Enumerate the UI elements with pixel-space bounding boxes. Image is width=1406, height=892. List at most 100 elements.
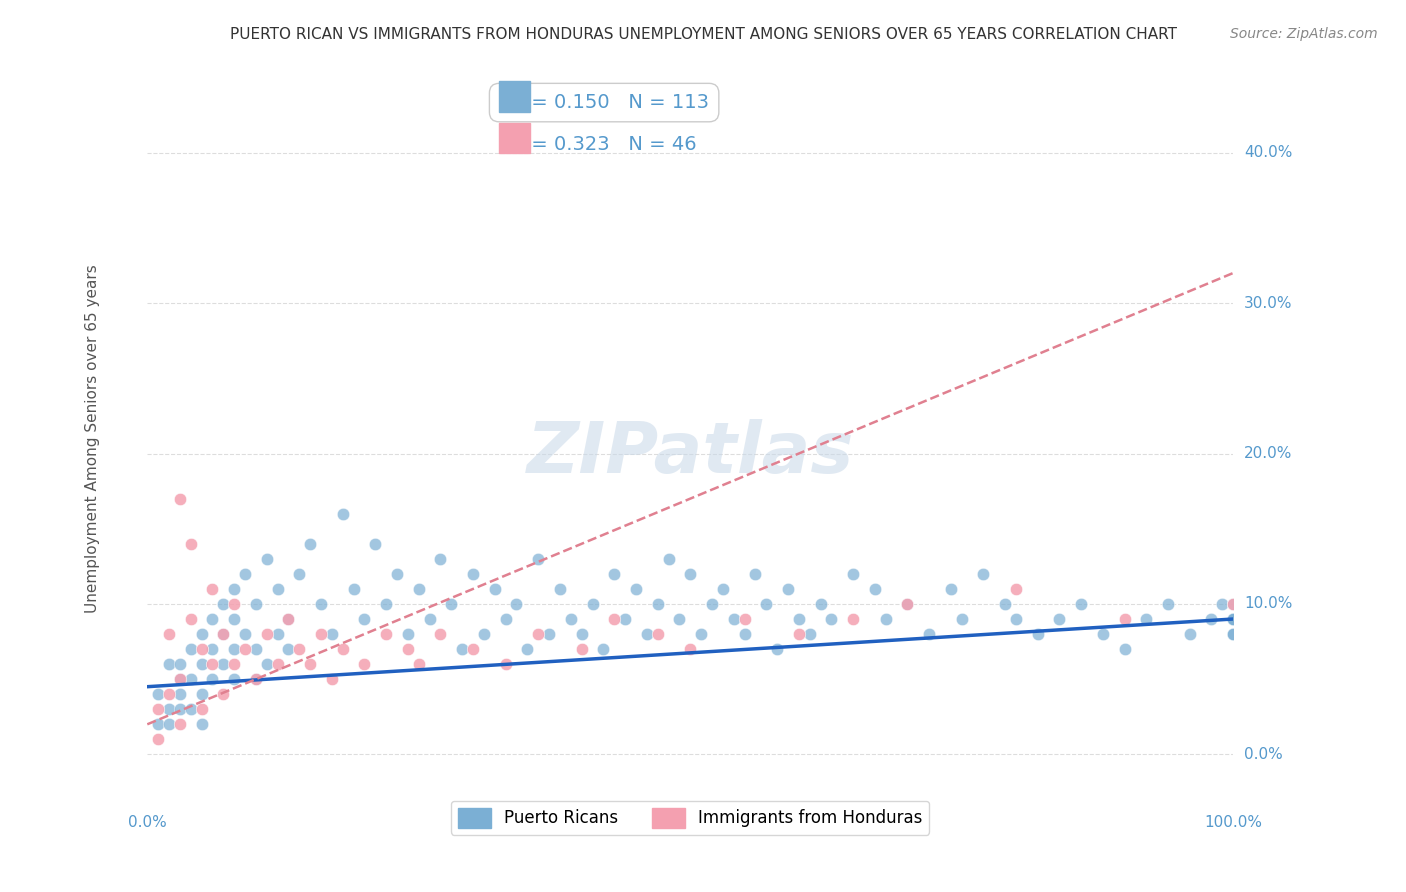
Point <box>1049 612 1071 626</box>
Point <box>180 537 202 551</box>
Point <box>321 672 343 686</box>
Point <box>375 597 398 611</box>
Point <box>451 642 474 657</box>
Point <box>766 642 789 657</box>
Point <box>527 551 550 566</box>
Point <box>429 627 451 641</box>
Point <box>332 642 354 657</box>
Point <box>224 672 246 686</box>
Point <box>233 627 256 641</box>
Point <box>146 687 169 701</box>
Text: 10.0%: 10.0% <box>1244 597 1292 611</box>
Point <box>201 657 224 672</box>
Point <box>896 597 918 611</box>
Point <box>647 627 669 641</box>
Point <box>146 717 169 731</box>
Point <box>190 687 212 701</box>
Point <box>256 551 278 566</box>
Point <box>548 582 571 596</box>
Point <box>875 612 897 626</box>
Point <box>505 597 527 611</box>
Point <box>429 551 451 566</box>
Point <box>396 627 419 641</box>
Legend: Puerto Ricans, Immigrants from Honduras: Puerto Ricans, Immigrants from Honduras <box>451 801 929 835</box>
Point <box>224 657 246 672</box>
Point <box>744 566 766 581</box>
Point <box>787 627 810 641</box>
Point <box>169 687 191 701</box>
Point <box>364 537 387 551</box>
Point <box>495 657 517 672</box>
Point <box>256 657 278 672</box>
Point <box>212 657 235 672</box>
Point <box>527 627 550 641</box>
Point <box>288 642 311 657</box>
Point <box>212 627 235 641</box>
Point <box>169 717 191 731</box>
Point <box>842 566 865 581</box>
Point <box>233 566 256 581</box>
Point <box>157 702 180 716</box>
Point <box>1178 627 1201 641</box>
Point <box>342 582 364 596</box>
Point <box>668 612 690 626</box>
Point <box>190 657 212 672</box>
Text: 100.0%: 100.0% <box>1204 814 1263 830</box>
Point <box>972 566 994 581</box>
Point <box>571 627 593 641</box>
Point <box>157 627 180 641</box>
Point <box>810 597 832 611</box>
Point <box>146 702 169 716</box>
Point <box>472 627 495 641</box>
Point <box>571 642 593 657</box>
Point <box>157 687 180 701</box>
Point <box>734 627 756 641</box>
Point <box>190 717 212 731</box>
Point <box>516 642 538 657</box>
Point <box>1222 597 1244 611</box>
Text: 40.0%: 40.0% <box>1244 145 1292 161</box>
Point <box>169 702 191 716</box>
Point <box>636 627 658 641</box>
Point <box>190 642 212 657</box>
Point <box>353 657 375 672</box>
Point <box>224 642 246 657</box>
Point <box>375 627 398 641</box>
Point <box>440 597 463 611</box>
Point <box>224 582 246 596</box>
Point <box>603 612 626 626</box>
Point <box>842 612 865 626</box>
Text: R = 0.150   N = 113: R = 0.150 N = 113 <box>499 93 709 112</box>
Text: Unemployment Among Seniors over 65 years: Unemployment Among Seniors over 65 years <box>86 264 100 613</box>
Point <box>353 612 375 626</box>
Point <box>180 672 202 686</box>
Point <box>1091 627 1114 641</box>
Point <box>461 566 484 581</box>
Point <box>495 612 517 626</box>
Point <box>408 657 430 672</box>
Point <box>1201 612 1223 626</box>
Point <box>201 582 224 596</box>
Point <box>169 491 191 506</box>
Point <box>657 551 679 566</box>
Point <box>603 566 626 581</box>
Point <box>1005 612 1028 626</box>
Text: ZIPatlas: ZIPatlas <box>526 419 853 488</box>
Point <box>1222 597 1244 611</box>
Point <box>1157 597 1180 611</box>
Point <box>896 597 918 611</box>
Point <box>863 582 886 596</box>
Point <box>277 642 299 657</box>
Point <box>787 612 810 626</box>
Text: 30.0%: 30.0% <box>1244 295 1292 310</box>
Text: 20.0%: 20.0% <box>1244 446 1292 461</box>
Point <box>385 566 408 581</box>
Point <box>245 642 267 657</box>
Point <box>266 657 288 672</box>
Point <box>190 627 212 641</box>
Point <box>560 612 582 626</box>
Point <box>245 597 267 611</box>
Point <box>1005 582 1028 596</box>
Point <box>245 672 267 686</box>
Point <box>734 612 756 626</box>
